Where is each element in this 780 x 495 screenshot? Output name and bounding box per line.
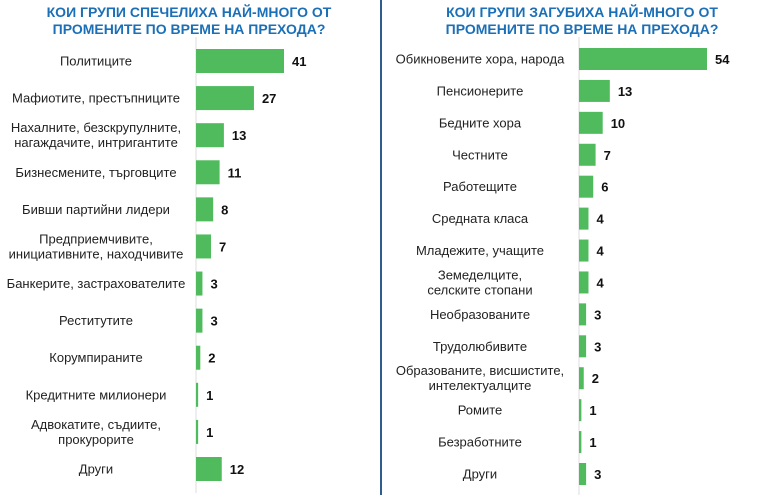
data-label: 11	[228, 165, 242, 180]
category-label: Безработните	[438, 435, 522, 450]
chart-title: КОИ ГРУПИ СПЕЧЕЛИХА НАЙ-МНОГО ОТ ПРОМЕНИ…	[0, 4, 378, 38]
category-label: Мафиотите, престъпниците	[12, 91, 180, 106]
data-label: 13	[232, 128, 246, 143]
chart-title-line-1: КОИ ГРУПИ СПЕЧЕЛИХА НАЙ-МНОГО ОТ	[46, 4, 332, 20]
category-label: Адвокатите, съдиите, прокурорите	[31, 417, 161, 447]
bar	[579, 367, 584, 390]
bar	[579, 48, 707, 70]
bar	[579, 111, 603, 134]
data-label: 13	[618, 84, 632, 99]
category-label: Ромите	[458, 403, 503, 418]
data-label: 10	[611, 116, 625, 131]
category-label: Корумпираните	[49, 350, 142, 365]
bar	[579, 463, 587, 485]
data-label: 4	[596, 275, 604, 290]
bar	[579, 303, 587, 326]
bar	[579, 239, 589, 262]
data-label: 3	[210, 314, 217, 329]
data-label: 6	[601, 180, 608, 195]
data-label: 7	[219, 239, 226, 254]
category-label: Бивши партийни лидери	[22, 202, 170, 217]
category-label: Банкерите, застрахователите	[7, 276, 186, 291]
data-label: 2	[208, 351, 215, 366]
bar	[196, 382, 199, 407]
data-label: 4	[596, 212, 604, 227]
category-label: Кредитните милионери	[26, 387, 167, 402]
category-label: Други	[463, 467, 497, 482]
chart-right-panel: КОИ ГРУПИ ЗАГУБИХА НАЙ-МНОГО ОТ ПРОМЕНИТ…	[384, 0, 780, 495]
bar	[196, 345, 201, 370]
bar	[579, 175, 594, 198]
category-label: Необразованите	[430, 307, 530, 322]
bar	[196, 308, 203, 333]
bar	[196, 160, 220, 185]
bar	[579, 79, 610, 102]
bar	[579, 271, 589, 294]
bar	[579, 207, 589, 230]
data-label: 1	[589, 435, 596, 450]
category-label: Средната класа	[432, 211, 529, 226]
bar	[579, 335, 587, 358]
data-label: 1	[206, 425, 213, 440]
data-label: 7	[604, 148, 611, 163]
bar	[196, 271, 203, 296]
data-label: 3	[594, 307, 601, 322]
bar	[196, 123, 224, 148]
data-label: 54	[715, 52, 730, 67]
category-label: Земеделците, селските стопани	[427, 267, 532, 297]
category-label: Реститутите	[59, 313, 133, 328]
chart-title-line-2: ПРОМЕНИТЕ ПО ВРЕМЕ НА ПРЕХОДА?	[445, 21, 719, 37]
bar	[196, 49, 284, 73]
category-label: Бедните хора	[439, 115, 522, 130]
data-label: 27	[262, 91, 276, 106]
category-label: Работещите	[443, 179, 517, 194]
bar	[579, 143, 596, 166]
bar	[196, 419, 199, 444]
category-label: Образованите, висшистите, интелектуалците	[396, 363, 564, 393]
data-label: 3	[594, 339, 601, 354]
data-label: 3	[210, 277, 217, 292]
bar	[196, 457, 222, 481]
category-label: Бизнесмените, търговците	[15, 165, 176, 180]
data-label: 1	[589, 403, 596, 418]
category-label: Пенсионерите	[437, 83, 524, 98]
category-label: Предприемчивите, инициативните, находчиви…	[9, 231, 184, 261]
data-label: 12	[230, 462, 244, 477]
category-label: Други	[79, 462, 113, 477]
category-label: Политиците	[60, 54, 132, 69]
bar	[196, 86, 254, 111]
chart-left-panel: КОИ ГРУПИ СПЕЧЕЛИХА НАЙ-МНОГО ОТ ПРОМЕНИ…	[0, 0, 378, 495]
data-label: 1	[206, 388, 213, 403]
chart-title: КОИ ГРУПИ ЗАГУБИХА НАЙ-МНОГО ОТ ПРОМЕНИТ…	[384, 4, 780, 38]
data-label: 3	[594, 467, 601, 482]
chart-title-line-1: КОИ ГРУПИ ЗАГУБИХА НАЙ-МНОГО ОТ	[446, 4, 718, 20]
bar	[196, 234, 212, 259]
category-label: Трудолюбивите	[433, 339, 527, 354]
category-label: Честните	[452, 147, 508, 162]
data-label: 2	[592, 371, 599, 386]
data-label: 41	[292, 54, 306, 69]
data-label: 4	[596, 244, 604, 259]
category-label: Нахалните, безскрупулните, нагаждачите, и…	[11, 120, 181, 150]
category-label: Младежите, учащите	[416, 243, 544, 258]
bar	[196, 197, 214, 222]
category-label: Обикновените хора, народа	[396, 52, 565, 67]
bar	[579, 431, 582, 454]
chart-title-line-2: ПРОМЕНИТЕ ПО ВРЕМЕ НА ПРЕХОДА?	[52, 21, 326, 37]
panel-divider	[380, 0, 382, 495]
data-label: 8	[221, 202, 228, 217]
bar	[579, 399, 582, 422]
